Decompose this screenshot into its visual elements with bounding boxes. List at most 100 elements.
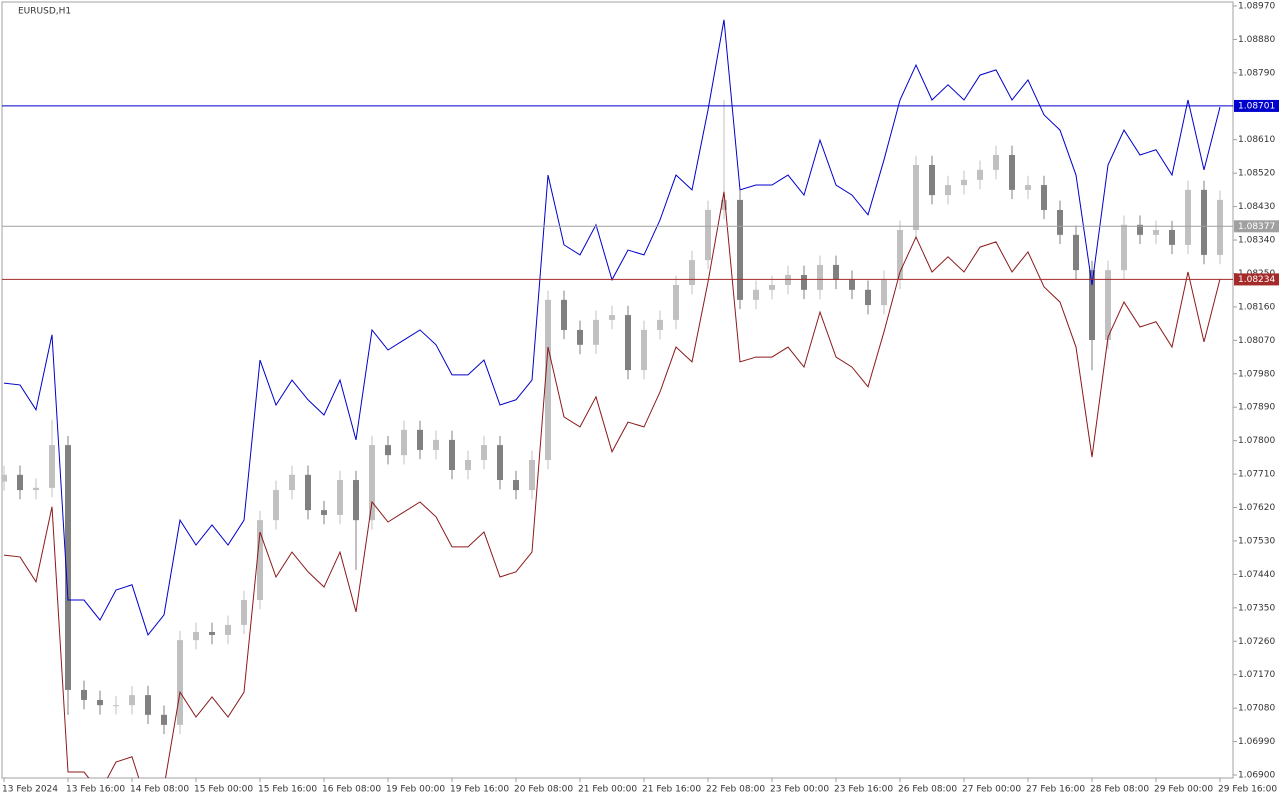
candle-body <box>785 274 791 285</box>
y-tick-label: 1.07710 <box>1238 470 1275 480</box>
y-tick-label: 1.08970 <box>1238 2 1275 12</box>
band-line <box>3 191 1221 778</box>
candle-body <box>1057 209 1063 235</box>
candle-body <box>833 264 839 280</box>
x-tick-label: 29 Feb 00:00 <box>1154 785 1213 795</box>
candle-body <box>817 264 823 290</box>
y-tick-label: 1.07350 <box>1238 603 1275 613</box>
y-tick-label: 1.07530 <box>1238 536 1275 546</box>
candle-body <box>337 480 343 515</box>
candle-body <box>929 165 935 196</box>
candle-body <box>1137 224 1143 235</box>
price-label-box <box>1234 273 1279 286</box>
x-tick-label: 22 Feb 08:00 <box>706 785 765 795</box>
x-tick-label: 19 Feb 00:00 <box>386 785 445 795</box>
x-tick-label: 26 Feb 08:00 <box>898 785 957 795</box>
plot-area <box>2 19 1233 778</box>
candle-body <box>321 510 327 515</box>
x-tick-label: 14 Feb 08:00 <box>130 785 189 795</box>
candle-body <box>273 490 279 521</box>
x-tick-label: 21 Feb 00:00 <box>578 785 637 795</box>
candle-body <box>209 631 215 635</box>
price-label-box <box>1234 99 1279 112</box>
x-tick-label: 27 Feb 16:00 <box>1026 785 1085 795</box>
x-tick-label: 13 Feb 2024 <box>2 785 58 795</box>
candle-body <box>913 165 919 231</box>
candle-body <box>401 429 407 456</box>
candle-body <box>801 274 807 290</box>
candle-body <box>129 695 135 706</box>
candle-body <box>449 439 455 471</box>
y-tick-label: 1.08880 <box>1238 35 1275 45</box>
candle-body <box>65 445 71 690</box>
candle-body <box>625 315 631 371</box>
candle-body <box>513 480 519 491</box>
candle-body <box>145 695 151 715</box>
y-tick-label: 1.08790 <box>1238 68 1275 78</box>
candle-body <box>481 445 487 460</box>
y-tick-label: 1.08610 <box>1238 135 1275 145</box>
y-tick-label: 1.08340 <box>1238 236 1275 246</box>
candle-body <box>1201 189 1207 255</box>
candle-body <box>1121 224 1127 271</box>
candle-body <box>305 474 311 511</box>
candle-body <box>849 279 855 290</box>
candle-body <box>529 459 535 491</box>
y-tick-label: 1.07170 <box>1238 670 1275 680</box>
candle-body <box>161 714 167 725</box>
x-tick-label: 16 Feb 08:00 <box>322 785 381 795</box>
x-tick-label: 15 Feb 00:00 <box>194 785 253 795</box>
candle-body <box>193 631 199 641</box>
x-tick-label: 21 Feb 16:00 <box>642 785 701 795</box>
candle-body <box>1217 199 1223 255</box>
candle-body <box>753 289 759 300</box>
candle-body <box>241 600 247 625</box>
candle-body <box>1025 185 1031 190</box>
candle-body <box>1041 185 1047 210</box>
candle-body <box>1169 230 1175 245</box>
chart-title: EURUSD,H1 <box>18 7 71 17</box>
y-tick-label: 1.06990 <box>1238 737 1275 747</box>
candle-body <box>945 185 951 196</box>
candle-body <box>689 260 695 285</box>
x-tick-label: 29 Feb 16:00 <box>1218 785 1277 795</box>
candle-body <box>497 445 503 481</box>
candle-body <box>1009 154 1015 190</box>
candle-body <box>225 624 231 635</box>
y-tick-label: 1.07890 <box>1238 403 1275 413</box>
candle-body <box>49 445 55 488</box>
candle-body <box>433 439 439 450</box>
candle-body <box>1105 270 1111 340</box>
price-label: 1.08701 <box>1238 101 1275 111</box>
candle-body <box>177 640 183 725</box>
candle-body <box>769 284 775 290</box>
x-tick-label: 13 Feb 16:00 <box>66 785 125 795</box>
candle-body <box>977 169 983 180</box>
y-tick-label: 1.07980 <box>1238 369 1275 379</box>
candle-body <box>577 329 583 345</box>
candle-body <box>1089 270 1095 340</box>
y-tick-label: 1.07080 <box>1238 704 1275 714</box>
x-tick-label: 20 Feb 08:00 <box>514 785 573 795</box>
candle-body <box>721 199 727 210</box>
candle-body <box>113 705 119 707</box>
candle-body <box>1073 234 1079 271</box>
y-tick-label: 1.08520 <box>1238 169 1275 179</box>
candle-body <box>609 315 615 320</box>
y-tick-label: 1.07800 <box>1238 436 1275 446</box>
price-label: 1.08377 <box>1238 222 1275 232</box>
candle-body <box>369 445 375 521</box>
y-tick-label: 1.07620 <box>1238 503 1275 513</box>
candle-body <box>289 474 295 491</box>
candle-body <box>561 299 567 330</box>
y-tick-label: 1.08430 <box>1238 202 1275 212</box>
y-tick-label: 1.07440 <box>1238 570 1275 580</box>
candle-body <box>993 154 999 170</box>
plot-frame <box>1 1 1234 779</box>
candle-body <box>465 459 471 471</box>
candle-body <box>17 474 23 491</box>
candle-body <box>737 199 743 300</box>
candle-body <box>881 279 887 306</box>
candle-body <box>961 179 967 186</box>
